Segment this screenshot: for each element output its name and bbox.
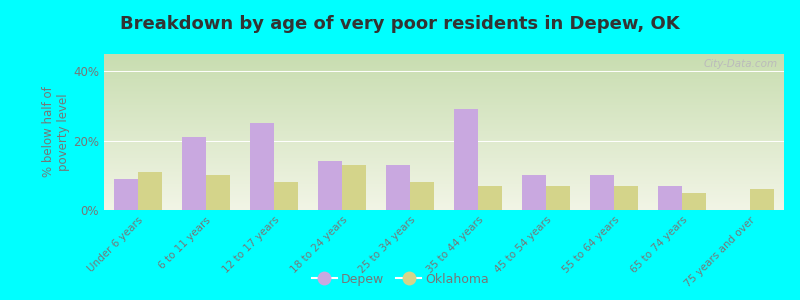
Bar — [114, 179, 138, 210]
Bar — [658, 186, 682, 210]
Text: Breakdown by age of very poor residents in Depew, OK: Breakdown by age of very poor residents … — [120, 15, 680, 33]
Bar — [546, 186, 570, 210]
Bar — [318, 161, 342, 210]
Bar — [138, 172, 162, 210]
Bar — [386, 165, 410, 210]
Bar — [250, 123, 274, 210]
Bar — [454, 110, 478, 210]
Bar — [522, 175, 546, 210]
Bar — [182, 137, 206, 210]
Bar — [614, 186, 638, 210]
Bar — [342, 165, 366, 210]
Bar — [590, 175, 614, 210]
Text: City-Data.com: City-Data.com — [703, 59, 778, 69]
Legend: Depew, Oklahoma: Depew, Oklahoma — [306, 268, 494, 291]
Bar — [682, 193, 706, 210]
Bar — [206, 175, 230, 210]
Bar — [274, 182, 298, 210]
Bar — [478, 186, 502, 210]
Bar — [410, 182, 434, 210]
Y-axis label: % below half of
poverty level: % below half of poverty level — [42, 87, 70, 177]
Bar — [750, 189, 774, 210]
